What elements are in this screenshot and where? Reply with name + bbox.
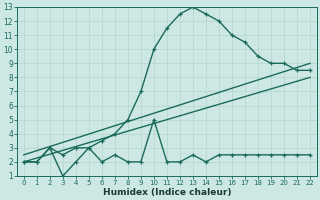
X-axis label: Humidex (Indice chaleur): Humidex (Indice chaleur) [103,188,231,197]
